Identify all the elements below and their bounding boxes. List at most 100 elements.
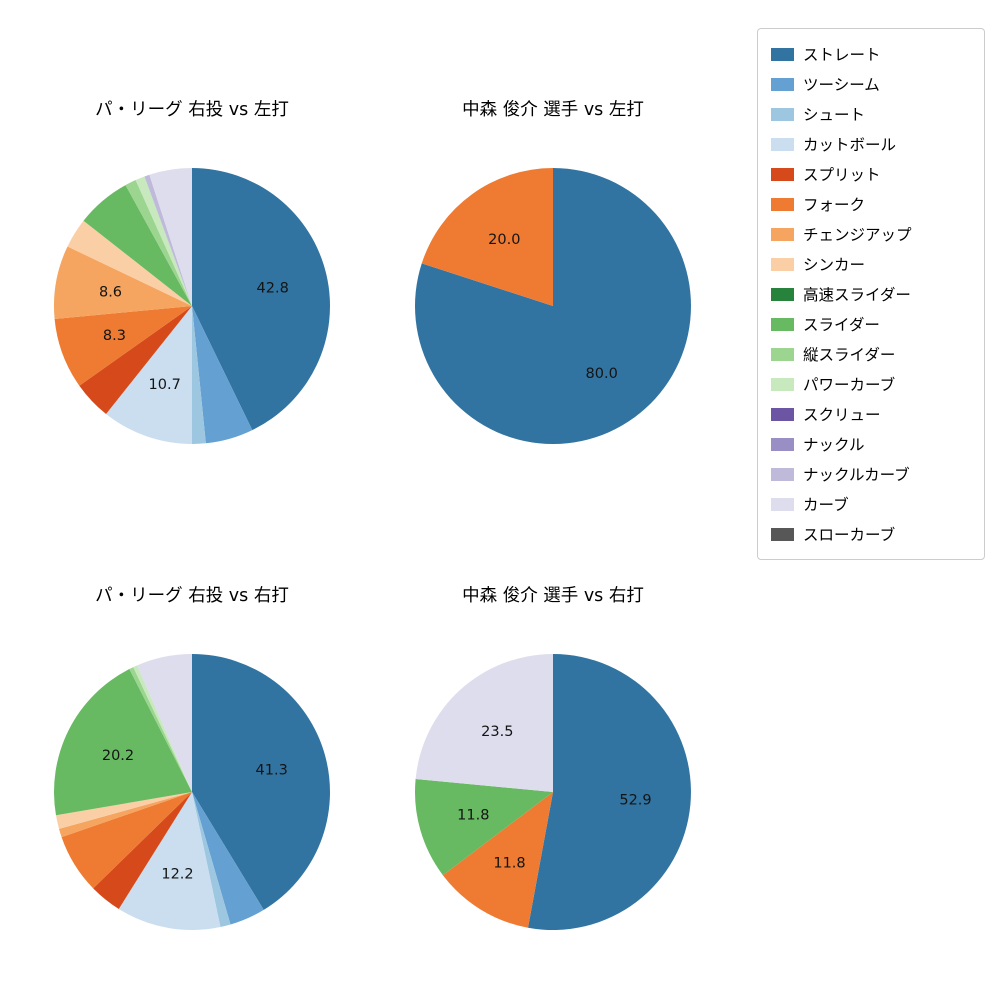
pie-slice-sinker	[55, 792, 193, 829]
pie-slice-two-seam	[192, 792, 264, 925]
pie-svg: 41.3 12.2 20.2	[53, 654, 330, 930]
legend-item-screwball: スクリュー	[771, 399, 971, 429]
legend-item-forkball: フォーク	[771, 189, 971, 219]
slider-color-swatch	[771, 317, 794, 331]
pie-slice-changeup	[59, 792, 192, 838]
pie-slice-two-seam	[192, 306, 253, 444]
pie-slice-knuckle-curve	[144, 174, 192, 306]
chart-title: 中森 俊介 選手 vs 左打	[462, 100, 644, 120]
legend-item-slider: スライダー	[771, 309, 971, 339]
legend-label: カットボール	[803, 136, 897, 154]
pie-slice-straight	[527, 654, 691, 930]
pie-slice-shoot	[192, 792, 231, 928]
pie-slice-straight	[192, 654, 330, 910]
slice-percentage-label: 8.3	[103, 328, 126, 344]
legend-label: ストレート	[803, 46, 881, 64]
pie-svg: 42.8 10.7 8.3 8.6	[53, 168, 331, 444]
power-curve-color-swatch	[771, 377, 794, 391]
legend-item-power-curve: パワーカーブ	[771, 369, 971, 399]
pie-slice-curve	[149, 168, 192, 306]
curve-color-swatch	[771, 497, 794, 511]
slice-percentage-label: 20.0	[488, 232, 520, 248]
legend-item-shoot: シュート	[771, 99, 971, 129]
legend-label: パワーカーブ	[803, 376, 896, 394]
legend-list: ストレートツーシームシュートカットボールスプリットフォークチェンジアップ シンカー…	[771, 39, 971, 549]
legend-label: カーブ	[803, 496, 849, 514]
shoot-color-swatch	[771, 107, 794, 121]
pie-chart: 41.3 12.2 20.2	[42, 642, 342, 942]
legend-item-splitter: スプリット	[771, 159, 971, 189]
slice-percentage-label: 23.5	[481, 724, 513, 740]
pie-slice-forkball	[421, 168, 553, 306]
pie-slice-straight	[414, 168, 691, 444]
chart-title: 中森 俊介 選手 vs 右打	[462, 586, 644, 606]
pie-slice-sinker	[67, 220, 192, 306]
pie-chart: 52.9 11.8 11.8 23.5	[403, 642, 703, 942]
legend-label: 高速スライダー	[803, 286, 911, 304]
legend-item-knuckle: ナックル	[771, 429, 971, 459]
legend-item-curve: カーブ	[771, 489, 971, 519]
vertical-slider-color-swatch	[771, 347, 794, 361]
pie-slice-straight	[192, 168, 331, 431]
legend-label: スクリュー	[803, 406, 881, 424]
straight-color-swatch	[771, 47, 794, 61]
pie-slice-slider	[83, 185, 192, 306]
splitter-color-swatch	[771, 167, 794, 181]
changeup-color-swatch	[771, 227, 794, 241]
legend-item-fast-slider: 高速スライダー	[771, 279, 971, 309]
slow-curve-color-swatch	[771, 527, 794, 541]
legend-item-vertical-slider: 縦スライダー	[771, 339, 971, 369]
legend-label: シンカー	[803, 256, 866, 274]
legend-label: 縦スライダー	[803, 346, 896, 364]
legend-label: フォーク	[803, 196, 866, 214]
pie-chart: 80.0 20.0	[403, 156, 703, 456]
pie-slice-power-curve	[133, 665, 192, 792]
legend-label: ナックルカーブ	[803, 466, 910, 484]
pie-slice-splitter	[93, 792, 192, 909]
pie-slice-vertical-slider	[125, 180, 192, 306]
slice-percentage-label: 41.3	[256, 763, 288, 779]
pie-slice-shoot	[192, 306, 206, 444]
pie-slice-slider	[414, 779, 553, 876]
legend-item-two-seam: ツーシーム	[771, 69, 971, 99]
two-seam-color-swatch	[771, 77, 794, 91]
legend-label: スローカーブ	[803, 526, 896, 544]
chart-nakamori-vs-right-batter: 中森 俊介 選手 vs 右打 52.9 11.8 11.8 23.5	[403, 584, 703, 942]
screwball-color-swatch	[771, 407, 794, 421]
fast-slider-color-swatch	[771, 287, 794, 301]
slice-percentage-label: 10.7	[149, 377, 181, 393]
chart-title: パ・リーグ 右投 vs 右打	[95, 586, 289, 606]
legend-item-cutter: カットボール	[771, 129, 971, 159]
legend-item-knuckle-curve: ナックルカーブ	[771, 459, 971, 489]
chart-pa-league-vs-left-batter: パ・リーグ 右投 vs 左打 42.8 10.7 8.3 8.6	[42, 98, 342, 456]
pitch-type-legend: ストレートツーシームシュートカットボールスプリットフォークチェンジアップ シンカー…	[757, 28, 985, 560]
slice-percentage-label: 52.9	[619, 793, 651, 809]
pie-slice-slider	[53, 669, 192, 816]
pie-slice-cutter	[106, 306, 192, 444]
pie-svg: 52.9 11.8 11.8 23.5	[414, 654, 691, 930]
slice-percentage-label: 11.8	[457, 808, 489, 824]
legend-item-straight: ストレート	[771, 39, 971, 69]
slice-percentage-label: 12.2	[161, 867, 193, 883]
pie-slice-curve	[137, 654, 192, 792]
chart-pa-league-vs-right-batter: パ・リーグ 右投 vs 右打 41.3 12.2 20.2	[42, 584, 342, 942]
pie-slice-splitter	[79, 306, 192, 414]
legend-label: チェンジアップ	[803, 226, 912, 244]
knuckle-color-swatch	[771, 437, 794, 451]
pie-slice-vertical-slider	[129, 667, 192, 792]
cutter-color-swatch	[771, 137, 794, 151]
knuckle-curve-color-swatch	[771, 467, 794, 481]
legend-label: スライダー	[803, 316, 880, 334]
legend-item-slow-curve: スローカーブ	[771, 519, 971, 549]
pie-slice-forkball	[442, 792, 553, 928]
pie-slice-power-curve	[135, 176, 192, 306]
legend-label: ツーシーム	[803, 76, 880, 94]
chart-title: パ・リーグ 右投 vs 左打	[95, 100, 289, 120]
slice-percentage-label: 8.6	[99, 285, 122, 301]
pie-slice-cutter	[118, 792, 221, 930]
forkball-color-swatch	[771, 197, 794, 211]
legend-label: ナックル	[803, 436, 865, 454]
pie-svg: 80.0 20.0	[414, 168, 691, 444]
legend-item-sinker: シンカー	[771, 249, 971, 279]
